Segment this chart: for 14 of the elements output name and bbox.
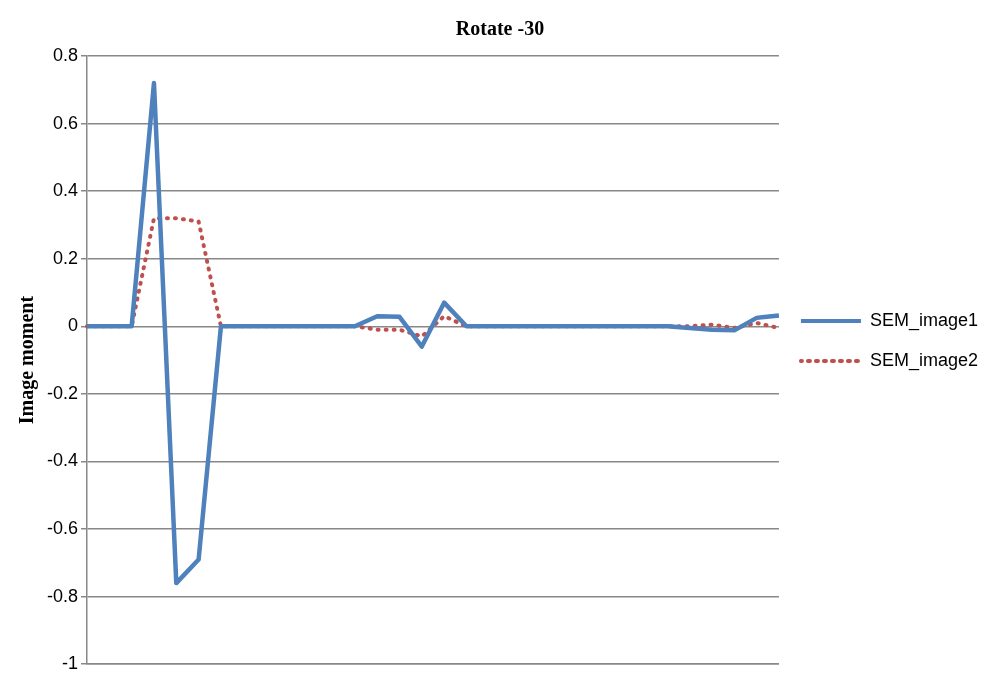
legend-label: SEM_image2 bbox=[869, 349, 979, 371]
y-tick-label: -0.6 bbox=[46, 518, 79, 539]
y-tick-label: -0.2 bbox=[46, 382, 79, 403]
y-tick-label: -0.8 bbox=[46, 585, 79, 606]
legend-label: SEM_image1 bbox=[869, 309, 979, 331]
y-tick-label: 0.6 bbox=[52, 112, 79, 133]
y-tick-label: -0.4 bbox=[46, 450, 79, 471]
y-tick-label: 0.2 bbox=[52, 247, 79, 268]
y-tick-label: 0.4 bbox=[52, 180, 79, 201]
y-tick-label: 0 bbox=[68, 315, 79, 336]
chart-title: Rotate -30 bbox=[455, 17, 545, 40]
y-axis-title: Image moment bbox=[15, 295, 39, 425]
y-tick-label: -1 bbox=[62, 653, 79, 674]
y-tick-label: 0.8 bbox=[52, 44, 79, 65]
